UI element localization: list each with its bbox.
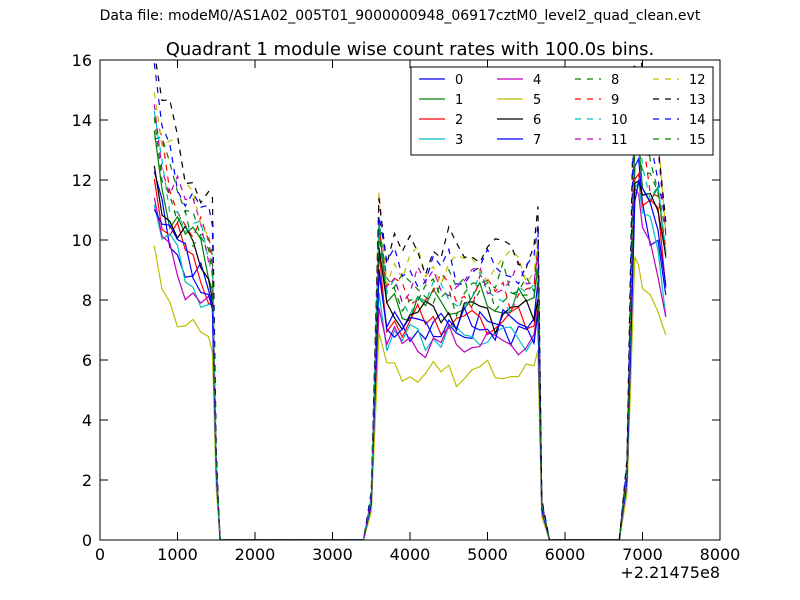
legend-label-8: 8 <box>611 73 619 88</box>
series-line-7 <box>153 179 667 540</box>
series-line-11 <box>153 104 667 540</box>
legend-box <box>410 66 714 156</box>
series-line-3 <box>153 181 667 540</box>
x-tick-label: 2000 <box>235 545 276 564</box>
series-layer <box>153 60 667 540</box>
legend-label-0: 0 <box>455 73 463 88</box>
x-tick-label: 5000 <box>467 545 508 564</box>
legend-label-3: 3 <box>455 133 463 148</box>
y-tick-label: 4 <box>82 411 92 430</box>
series-line-14 <box>153 63 667 540</box>
x-tick-label: 0 <box>95 545 105 564</box>
series-line-13 <box>154 60 667 540</box>
legend-label-12: 12 <box>689 73 706 88</box>
legend-label-10: 10 <box>611 113 628 128</box>
series-line-2 <box>153 172 667 540</box>
legend-label-13: 13 <box>689 93 706 108</box>
legend-label-7: 7 <box>533 133 541 148</box>
legend-label-15: 15 <box>689 133 706 148</box>
y-tick-label: 14 <box>72 111 92 130</box>
legend-label-5: 5 <box>533 93 541 108</box>
x-offset-label: +2.21475e8 <box>620 563 720 582</box>
x-tick-label: 1000 <box>157 545 198 564</box>
data-file-suptitle: Data file: modeM0/AS1A02_005T01_90000009… <box>99 8 701 24</box>
legend-label-14: 14 <box>689 113 706 128</box>
chart-title: Quadrant 1 module wise count rates with … <box>166 39 655 60</box>
series-line-6 <box>153 165 667 540</box>
legend-label-9: 9 <box>611 93 619 108</box>
legend-label-1: 1 <box>455 93 463 108</box>
series-line-15 <box>153 117 667 540</box>
x-tick-label: 4000 <box>390 545 431 564</box>
y-tick-label: 2 <box>82 471 92 490</box>
y-tick-label: 16 <box>72 51 92 70</box>
series-line-5 <box>153 245 667 540</box>
legend-label-2: 2 <box>455 113 463 128</box>
legend-label-11: 11 <box>611 133 628 148</box>
x-tick-label: 7000 <box>622 545 663 564</box>
series-line-0 <box>153 156 667 540</box>
y-tick-label: 8 <box>82 291 92 310</box>
y-tick-label: 6 <box>82 351 92 370</box>
series-line-4 <box>153 186 667 540</box>
x-tick-label: 3000 <box>312 545 353 564</box>
x-tick-label: 8000 <box>700 545 741 564</box>
axis-ticks: 0 1000 2000 3000 4000 5000 6000 7000 80000246810… <box>72 51 741 564</box>
x-tick-label: 6000 <box>545 545 586 564</box>
legend-label-4: 4 <box>533 73 541 88</box>
series-line-1 <box>153 130 667 540</box>
y-tick-label: 12 <box>72 171 92 190</box>
y-tick-label: 10 <box>72 231 92 250</box>
legend-label-6: 6 <box>533 113 541 128</box>
series-line-8 <box>154 85 667 540</box>
y-tick-label: 0 <box>82 531 92 550</box>
